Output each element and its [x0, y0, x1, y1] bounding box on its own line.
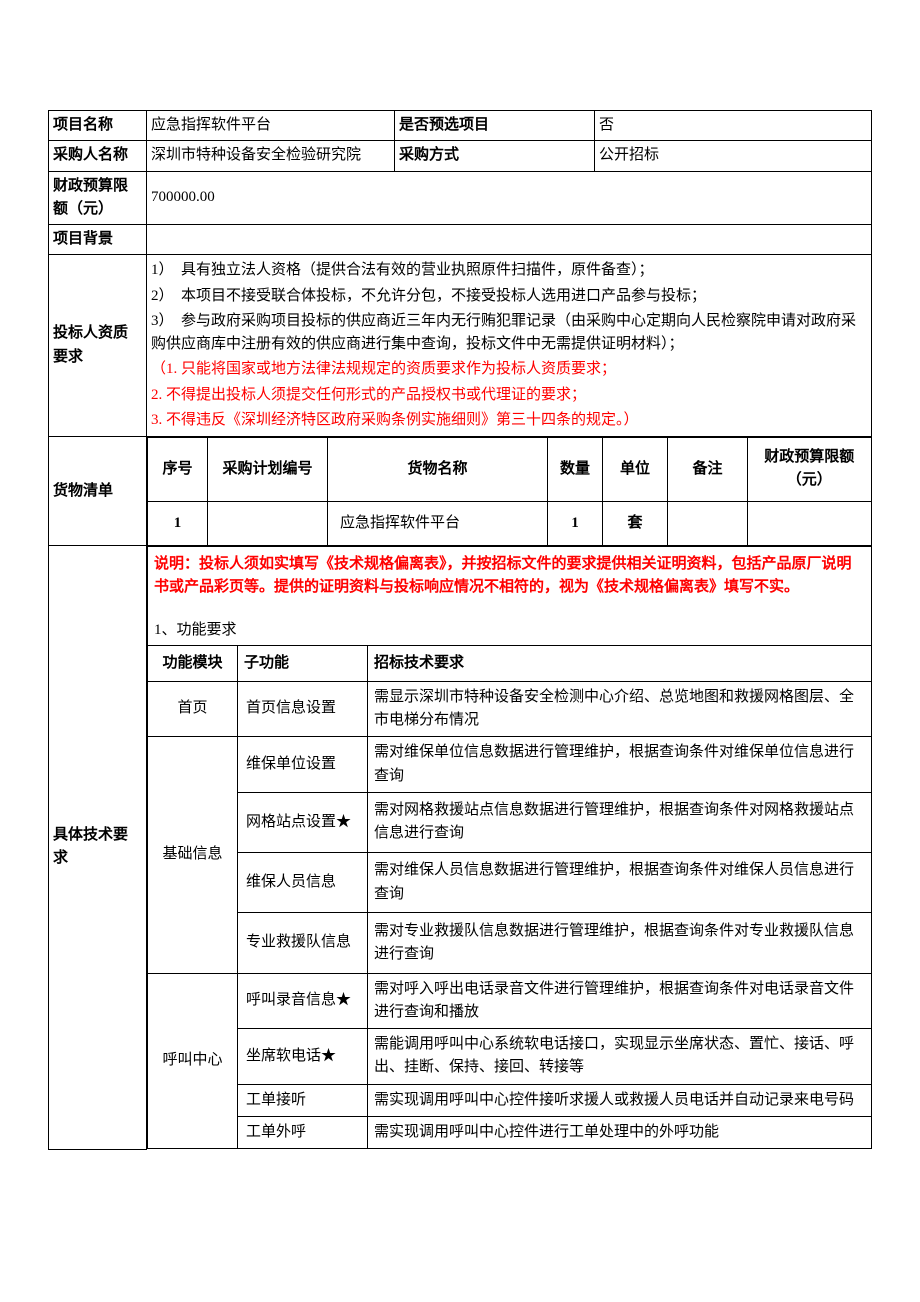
value-project-name: 应急指挥软件平台 [147, 111, 395, 141]
goods-table: 序号 采购计划编号 货物名称 数量 单位 备注 财政预算限额（元） 1 应急指挥… [147, 437, 872, 546]
label-tech-req: 具体技术要求 [49, 546, 147, 1149]
goods-qty: 1 [548, 501, 603, 545]
tech-subfn: 坐席软电话★ [238, 1029, 368, 1085]
value-budget-limit: 700000.00 [147, 171, 872, 225]
goods-h-name: 货物名称 [328, 438, 548, 502]
qual-item: 2） 本项目不接受联合体投标，不允许分包，不接受投标人选用进口产品参与投标； [151, 284, 867, 309]
tech-module: 首页 [148, 681, 238, 737]
tech-req: 需对网格救援站点信息数据进行管理维护，根据查询条件对网格救援站点信息进行查询 [368, 792, 872, 852]
tech-section-title: 1、功能要求 [154, 601, 865, 644]
goods-unit: 套 [603, 501, 668, 545]
qual-item-red: 3. 不得违反《深圳经济特区政府采购条例实施细则》第三十四条的规定。） [151, 408, 867, 433]
goods-budget [748, 501, 872, 545]
tech-module: 呼叫中心 [148, 973, 238, 1149]
tech-subfn: 网格站点设置★ [238, 792, 368, 852]
label-project-name: 项目名称 [49, 111, 147, 141]
tech-subfn: 工单外呼 [238, 1116, 368, 1148]
main-table: 项目名称 应急指挥软件平台 是否预选项目 否 采购人名称 深圳市特种设备安全检验… [48, 110, 872, 1150]
tech-explain: 说明：投标人须如实填写《技术规格偏离表》，并按招标文件的要求提供相关证明资料，包… [154, 549, 865, 602]
value-project-bg [147, 225, 872, 255]
label-purchaser-name: 采购人名称 [49, 141, 147, 171]
tech-req: 需对呼入呼出电话录音文件进行管理维护，根据查询条件对电话录音文件进行查询和播放 [368, 973, 872, 1029]
goods-plan [208, 501, 328, 545]
value-is-preselect: 否 [595, 111, 872, 141]
tech-req: 需能调用呼叫中心系统软电话接口，实现显示坐席状态、置忙、接话、呼出、挂断、保持、… [368, 1029, 872, 1085]
label-bidder-qual: 投标人资质要求 [49, 255, 147, 437]
tech-req: 需对维保单位信息数据进行管理维护，根据查询条件对维保单位信息进行查询 [368, 737, 872, 793]
tech-h-req: 招标技术要求 [368, 645, 872, 681]
goods-h-qty: 数量 [548, 438, 603, 502]
label-is-preselect: 是否预选项目 [395, 111, 595, 141]
goods-h-unit: 单位 [603, 438, 668, 502]
goods-h-budget: 财政预算限额（元） [748, 438, 872, 502]
tech-req: 需显示深圳市特种设备安全检测中心介绍、总览地图和救援网格图层、全市电梯分布情况 [368, 681, 872, 737]
tech-subfn: 维保人员信息 [238, 853, 368, 913]
tech-subfn: 专业救援队信息 [238, 913, 368, 973]
tech-table: 功能模块 子功能 招标技术要求 首页 首页信息设置 需显示深圳市特种设备安全检测… [147, 645, 872, 1150]
tech-wrap: 说明：投标人须如实填写《技术规格偏离表》，并按招标文件的要求提供相关证明资料，包… [147, 546, 872, 1149]
value-purchaser-name: 深圳市特种设备安全检验研究院 [147, 141, 395, 171]
tech-req: 需实现调用呼叫中心控件接听求援人或救援人员电话并自动记录来电号码 [368, 1084, 872, 1116]
tech-module: 基础信息 [148, 737, 238, 973]
tech-subfn: 首页信息设置 [238, 681, 368, 737]
qual-item-red: （1. 只能将国家或地方法律法规规定的资质要求作为投标人资质要求； [151, 357, 867, 382]
tech-req: 需对维保人员信息数据进行管理维护，根据查询条件对维保人员信息进行查询 [368, 853, 872, 913]
goods-seq: 1 [148, 501, 208, 545]
value-purchase-method: 公开招标 [595, 141, 872, 171]
goods-remark [668, 501, 748, 545]
goods-wrap: 序号 采购计划编号 货物名称 数量 单位 备注 财政预算限额（元） 1 应急指挥… [147, 437, 872, 546]
label-goods-list: 货物清单 [49, 437, 147, 546]
value-bidder-qual: 1） 具有独立法人资格（提供合法有效的营业执照原件扫描件，原件备查）； 2） 本… [147, 255, 872, 437]
goods-h-remark: 备注 [668, 438, 748, 502]
goods-name: 应急指挥软件平台 [328, 501, 548, 545]
goods-h-plan: 采购计划编号 [208, 438, 328, 502]
goods-h-seq: 序号 [148, 438, 208, 502]
tech-h-module: 功能模块 [148, 645, 238, 681]
qual-item: 1） 具有独立法人资格（提供合法有效的营业执照原件扫描件，原件备查）； [151, 258, 867, 283]
tech-req: 需实现调用呼叫中心控件进行工单处理中的外呼功能 [368, 1116, 872, 1148]
tech-subfn: 工单接听 [238, 1084, 368, 1116]
qual-item: 3） 参与政府采购项目投标的供应商近三年内无行贿犯罪记录（由采购中心定期向人民检… [151, 309, 867, 358]
tech-subfn: 呼叫录音信息★ [238, 973, 368, 1029]
qual-item-red: 2. 不得提出投标人须提交任何形式的产品授权书或代理证的要求； [151, 383, 867, 408]
label-purchase-method: 采购方式 [395, 141, 595, 171]
tech-subfn: 维保单位设置 [238, 737, 368, 793]
label-budget-limit: 财政预算限额（元） [49, 171, 147, 225]
tech-h-subfn: 子功能 [238, 645, 368, 681]
tech-req: 需对专业救援队信息数据进行管理维护，根据查询条件对专业救援队信息进行查询 [368, 913, 872, 973]
label-project-bg: 项目背景 [49, 225, 147, 255]
